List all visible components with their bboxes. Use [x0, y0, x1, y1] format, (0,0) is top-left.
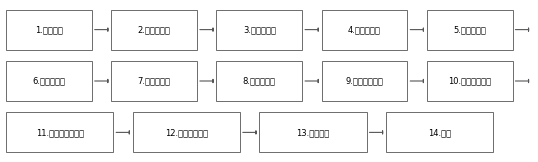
FancyBboxPatch shape	[6, 112, 114, 152]
Text: 7.低硼再扩散: 7.低硼再扩散	[138, 76, 171, 86]
FancyBboxPatch shape	[259, 112, 367, 152]
FancyBboxPatch shape	[111, 10, 197, 50]
Text: 12.金属电极形成: 12.金属电极形成	[165, 128, 208, 137]
Text: 10.发射区再扩散: 10.发射区再扩散	[448, 76, 491, 86]
Text: 6.低硼预扩散: 6.低硼预扩散	[32, 76, 66, 86]
Text: 3.高硼预扩散: 3.高硼预扩散	[243, 25, 276, 34]
FancyBboxPatch shape	[6, 61, 92, 101]
Text: 2.高硼区光刻: 2.高硼区光刻	[138, 25, 171, 34]
Text: 1.高温氧化: 1.高温氧化	[35, 25, 63, 34]
Text: 5.低硼区光刻: 5.低硼区光刻	[453, 25, 486, 34]
Text: 9.发射区预扩散: 9.发射区预扩散	[345, 76, 384, 86]
FancyBboxPatch shape	[386, 112, 493, 152]
FancyBboxPatch shape	[216, 10, 302, 50]
Text: 8.发射区光刻: 8.发射区光刻	[243, 76, 276, 86]
Text: 11.电极接触孔光刻: 11.电极接触孔光刻	[36, 128, 84, 137]
FancyBboxPatch shape	[6, 10, 92, 50]
FancyBboxPatch shape	[322, 61, 407, 101]
FancyBboxPatch shape	[216, 61, 302, 101]
FancyBboxPatch shape	[133, 112, 240, 152]
FancyBboxPatch shape	[427, 10, 513, 50]
FancyBboxPatch shape	[427, 61, 513, 101]
Text: 14.中测: 14.中测	[428, 128, 451, 137]
FancyBboxPatch shape	[322, 10, 407, 50]
Text: 4.高硼再扩散: 4.高硼再扩散	[348, 25, 381, 34]
Text: 13.钝化保护: 13.钝化保护	[296, 128, 330, 137]
FancyBboxPatch shape	[111, 61, 197, 101]
